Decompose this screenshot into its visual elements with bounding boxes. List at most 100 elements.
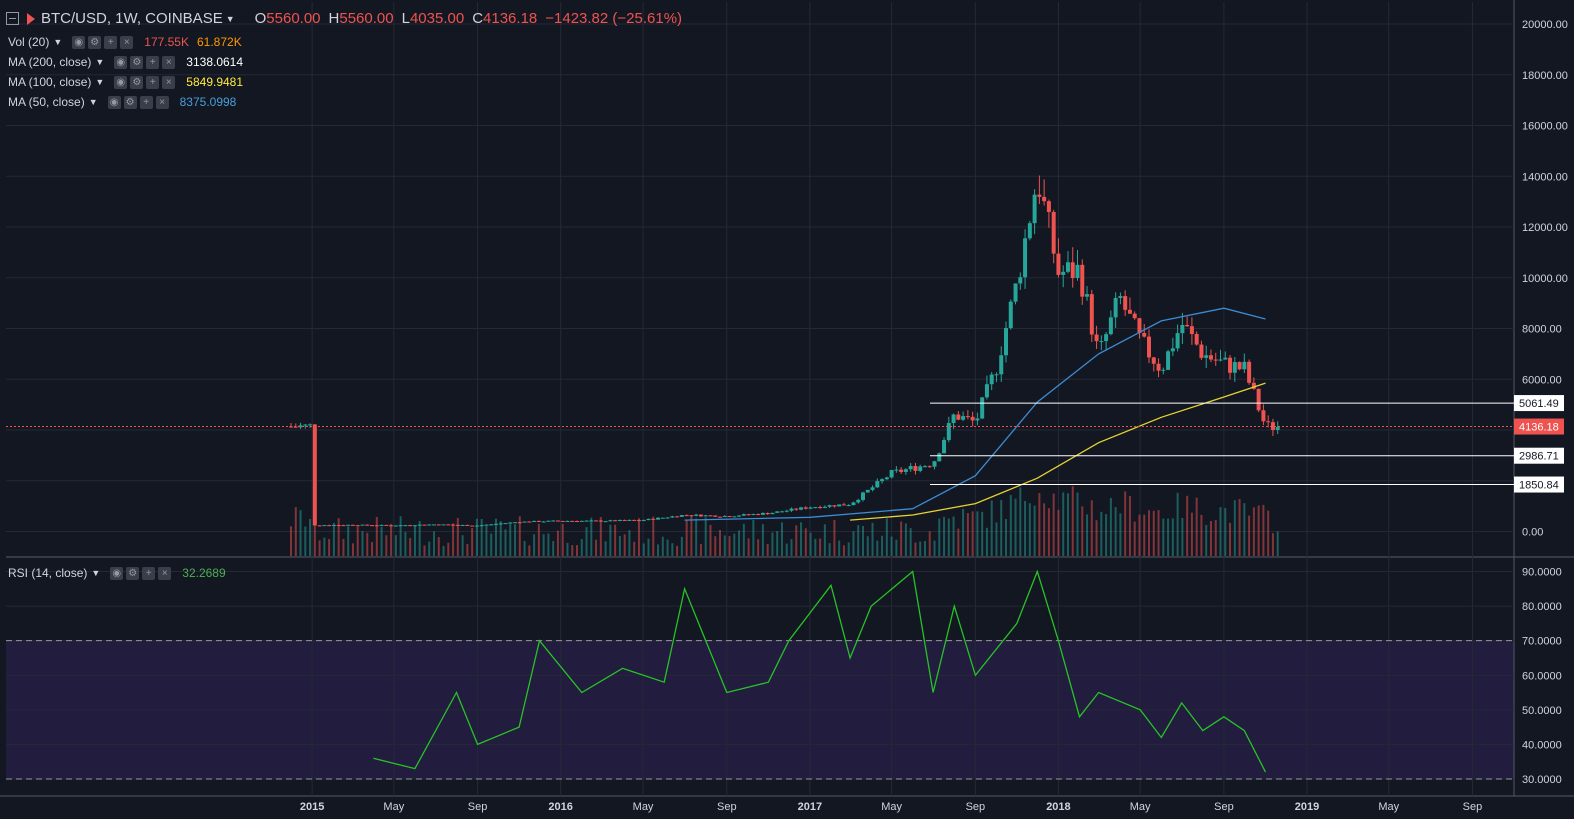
legend-rsi[interactable]: RSI (14, close) ▼ ◉ ⚙ + × 32.2689 xyxy=(8,563,226,583)
volume-bar xyxy=(1024,501,1027,556)
candle xyxy=(994,374,999,376)
candle xyxy=(1242,361,1247,370)
legend-rsi-name[interactable]: RSI (14, close) xyxy=(8,566,88,580)
chevron-down-icon[interactable]: ▼ xyxy=(91,568,101,578)
volume-bar xyxy=(938,518,941,556)
high-label: H xyxy=(328,10,340,27)
eye-icon[interactable]: ◉ xyxy=(72,35,86,49)
volume-bar xyxy=(1200,514,1203,556)
candle xyxy=(403,525,408,527)
gear-icon[interactable]: ⚙ xyxy=(126,566,140,580)
chevron-down-icon[interactable]: ▼ xyxy=(88,97,98,107)
volume-bar xyxy=(1000,500,1003,556)
candle xyxy=(1085,294,1090,297)
chevron-down-icon[interactable]: ▼ xyxy=(95,57,105,67)
candle xyxy=(1037,194,1042,197)
legend-ma200-name[interactable]: MA (200, close) xyxy=(8,55,92,69)
gear-icon[interactable]: ⚙ xyxy=(88,35,102,49)
legend-vol[interactable]: Vol (20) ▼ ◉ ⚙ + × 177.55K 61.872K xyxy=(8,32,243,52)
volume-bar xyxy=(1028,503,1031,556)
close-icon[interactable]: × xyxy=(162,75,176,89)
close-icon[interactable]: × xyxy=(120,35,134,49)
volume-bar xyxy=(1209,520,1212,556)
eye-icon[interactable]: ◉ xyxy=(110,566,124,580)
volume-bar xyxy=(738,530,741,556)
candle xyxy=(1194,333,1199,345)
eye-icon[interactable]: ◉ xyxy=(114,55,128,69)
symbol-label[interactable]: BTC/USD, 1W, COINBASE xyxy=(41,10,223,27)
candle xyxy=(1027,223,1032,239)
volume-bar xyxy=(1195,497,1198,556)
close-icon[interactable]: × xyxy=(158,566,172,580)
ma50-line xyxy=(684,307,1266,521)
candle xyxy=(708,515,713,517)
legend-ma200-value: 3138.0614 xyxy=(186,55,244,69)
plus-icon[interactable]: + xyxy=(146,55,160,69)
volume-bar xyxy=(533,534,536,556)
legend-vol-name[interactable]: Vol (20) xyxy=(8,35,50,49)
volume-bar xyxy=(1014,498,1017,556)
legend-ma100[interactable]: MA (100, close) ▼ ◉ ⚙ + × 5849.9481 xyxy=(8,72,243,92)
candle xyxy=(837,504,842,507)
volume-bar xyxy=(604,541,607,556)
collapse-icon[interactable] xyxy=(6,12,19,25)
volume-bar xyxy=(323,537,326,556)
candle xyxy=(1113,298,1118,318)
volume-bar xyxy=(990,500,993,556)
volume-bar xyxy=(1276,531,1279,556)
volume-bar xyxy=(985,527,988,556)
volume-bar xyxy=(876,540,879,556)
time-tick-label: May xyxy=(1130,801,1151,813)
time-tick-label: 2017 xyxy=(798,801,822,813)
volume-bar xyxy=(971,511,974,556)
price-label-box xyxy=(1514,418,1564,435)
eye-icon[interactable]: ◉ xyxy=(114,75,128,89)
volume-bar xyxy=(1219,507,1222,556)
legend-ma200[interactable]: MA (200, close) ▼ ◉ ⚙ + × 3138.0614 xyxy=(8,52,243,72)
candle xyxy=(1185,324,1190,327)
volume-bar xyxy=(1062,492,1065,556)
chevron-down-icon[interactable]: ▼ xyxy=(95,77,105,87)
candle xyxy=(465,524,470,526)
plus-icon[interactable]: + xyxy=(142,566,156,580)
time-tick-label: Sep xyxy=(1214,801,1234,813)
volume-bar xyxy=(1100,511,1103,556)
gear-icon[interactable]: ⚙ xyxy=(130,55,144,69)
volume-bar xyxy=(576,545,579,556)
candle xyxy=(956,414,961,420)
candle xyxy=(298,425,303,428)
volume-bar xyxy=(590,517,593,556)
volume-bar xyxy=(690,516,693,556)
plus-icon[interactable]: + xyxy=(139,95,153,109)
volume-bar xyxy=(399,516,402,556)
close-icon[interactable]: × xyxy=(155,95,169,109)
volume-bar xyxy=(904,523,907,556)
plus-icon[interactable]: + xyxy=(146,75,160,89)
gear-icon[interactable]: ⚙ xyxy=(130,75,144,89)
candle xyxy=(484,524,489,526)
candle xyxy=(951,414,956,423)
candle xyxy=(1223,357,1228,360)
volume-bar xyxy=(842,545,845,556)
eye-icon[interactable]: ◉ xyxy=(107,95,121,109)
volume-bar xyxy=(328,539,331,556)
candle xyxy=(946,422,951,441)
legend-ma50[interactable]: MA (50, close) ▼ ◉ ⚙ + × 8375.0998 xyxy=(8,92,243,112)
plus-icon[interactable]: + xyxy=(104,35,118,49)
flag-icon[interactable] xyxy=(27,12,35,25)
gear-icon[interactable]: ⚙ xyxy=(123,95,137,109)
legend-ma100-name[interactable]: MA (100, close) xyxy=(8,75,92,89)
candle xyxy=(536,520,541,522)
close-icon[interactable]: × xyxy=(162,55,176,69)
chevron-down-icon[interactable]: ▼ xyxy=(53,37,63,47)
volume-bar xyxy=(976,511,979,556)
legend-ma50-name[interactable]: MA (50, close) xyxy=(8,95,85,109)
price-tick-label: 6000.00 xyxy=(1522,374,1562,386)
volume-bar xyxy=(1047,508,1050,556)
chevron-down-icon[interactable]: ▼ xyxy=(225,13,235,24)
candle xyxy=(1166,351,1171,370)
volume-bar xyxy=(819,538,822,556)
volume-bar xyxy=(714,536,717,556)
volume-bar xyxy=(514,524,517,556)
